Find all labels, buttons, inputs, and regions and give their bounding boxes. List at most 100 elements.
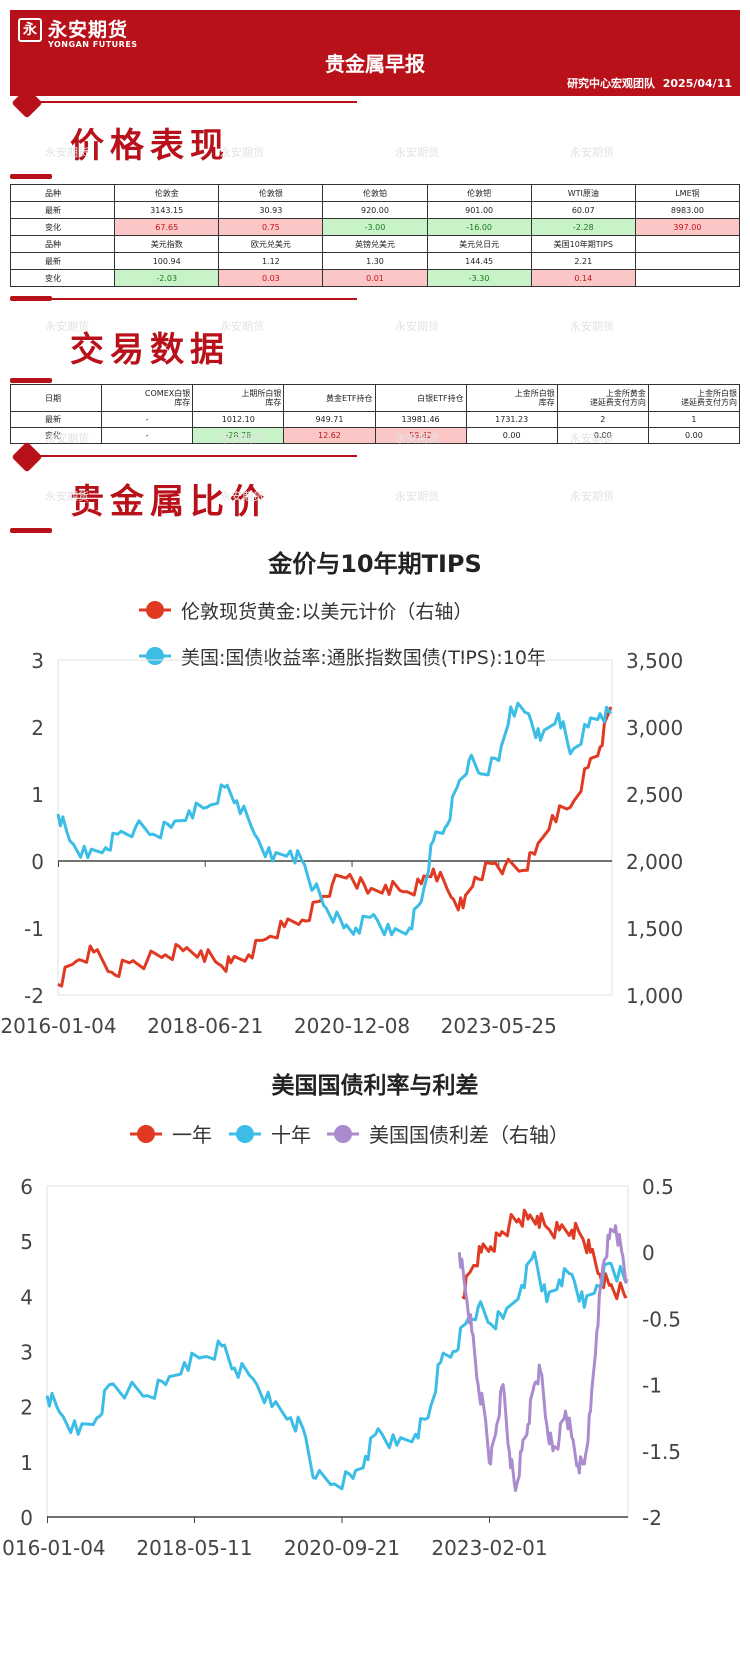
divider [30, 455, 357, 457]
legend-label: 美国国债利差（右轴） [369, 1123, 569, 1147]
table-cell: 0.01 [322, 269, 428, 287]
x-tick-label: 2016-01-04 [0, 1014, 116, 1038]
table-row: 变化 - -28.78 12.62 59.42 0.00 0.00 0.00 [9, 427, 741, 444]
x-tick-label: 2020-12-08 [294, 1014, 410, 1038]
series-line-1 [45, 1250, 628, 1491]
table-cell: 60.07 [530, 201, 636, 219]
y-right-tick-label: -1.5 [642, 1440, 681, 1464]
table-row: 最新 3143.15 30.93 920.00 901.00 60.07 8983.00 [9, 201, 741, 219]
table-cell: 美元指数 [114, 235, 220, 253]
y-left-tick-label: 3 [31, 649, 44, 673]
divider [52, 298, 357, 300]
y-left-tick-label: 1 [31, 783, 44, 807]
table-cell: LME铜 [634, 184, 741, 202]
y-left-tick-label: 4 [20, 1285, 33, 1309]
y-right-tick-label: -1 [642, 1374, 662, 1398]
table-cell: 8983.00 [634, 201, 741, 219]
table-cell: 100.94 [114, 252, 220, 270]
table-cell: 0.14 [530, 269, 636, 287]
table-cell: 1.12 [218, 252, 324, 270]
table-cell: 0.75 [218, 218, 324, 236]
table-cell: 上金所白银 库存 [465, 384, 558, 412]
legend-label: 一年 [172, 1123, 212, 1147]
header-banner: 永 永安期货 YONGAN FUTURES 贵金属早报 研究中心宏观团队 202… [10, 10, 740, 96]
table-row: 品种 伦敦金 伦敦银 伦敦铂 伦敦钯 WTI原油 LME铜 [9, 184, 741, 202]
table-row: 变化 67.65 0.75 -3.00 -16.00 -2.28 397.00 [9, 218, 741, 236]
table-cell: 12.62 [283, 427, 376, 444]
y-right-tick-label: 0.5 [642, 1175, 674, 1199]
section-underline [10, 174, 52, 179]
table-cell: 0.00 [465, 427, 558, 444]
row-label-cell: 日期 [9, 384, 103, 412]
divider [30, 101, 357, 103]
y-left-tick-label: 6 [20, 1175, 33, 1199]
table-cell: 59.42 [374, 427, 467, 444]
table-cell: 901.00 [426, 201, 532, 219]
table-cell: 67.65 [114, 218, 220, 236]
watermark-text: 永安期货 [570, 146, 614, 159]
table-cell: -2.03 [114, 269, 220, 287]
table-cell: -3.30 [426, 269, 532, 287]
table-cell: 2.21 [530, 252, 636, 270]
page-title: 贵金属早报 [325, 52, 425, 76]
table-row: 品种 美元指数 欧元兑美元 英镑兑美元 美元兑日元 美国10年期TIPS [9, 235, 741, 253]
row-label-cell: 品种 [9, 184, 116, 202]
table-cell: 13981.46 [374, 411, 467, 428]
series-line-0 [57, 706, 613, 988]
table-cell: COMEX白银 库存 [101, 384, 194, 412]
series-line-1 [56, 701, 613, 937]
y-right-tick-label: 0 [642, 1241, 655, 1265]
y-right-tick-label: -0.5 [642, 1307, 681, 1331]
y-right-tick-label: -2 [642, 1506, 662, 1530]
table-cell: 2 [556, 411, 649, 428]
table-row: 日期 COMEX白银 库存 上期所白银 库存 黄金ETF持仓 白银ETF持仓 上金所白银 … [9, 384, 741, 412]
legend-item: 美国:国债收益率:通胀指数国债(TIPS):10年 [139, 647, 546, 669]
table-cell: - [101, 427, 194, 444]
chart-gold-tips: 伦敦现货黄金:以美元计价（右轴） 美国:国债收益率:通胀指数国债(TIPS):10… [0, 601, 683, 1038]
table-row: 变化 -2.03 0.03 0.01 -3.30 0.14 [9, 269, 741, 287]
table-cell: 美国10年期TIPS [530, 235, 636, 253]
x-tick-label: 2018-05-11 [136, 1536, 252, 1560]
row-label-cell: 变化 [9, 269, 116, 287]
section-underline [10, 528, 52, 533]
chart2-title: 美国国债利率与利差 [271, 1073, 479, 1099]
trade-table: 日期 COMEX白银 库存 上期所白银 库存 黄金ETF持仓 白银ETF持仓 上金所白银 … [9, 384, 741, 444]
table-cell: 伦敦钯 [426, 184, 532, 202]
table-cell: 1012.10 [192, 411, 285, 428]
table-cell: 伦敦银 [218, 184, 324, 202]
y-right-tick-label: 2,500 [626, 783, 683, 807]
y-right-tick-label: 3,500 [626, 649, 683, 673]
report-byline: 研究中心宏观团队 2025/04/11 [567, 75, 732, 91]
y-left-tick-label: 2 [31, 716, 44, 740]
y-right-tick-label: 3,000 [626, 716, 683, 740]
table-cell: 1 [647, 411, 741, 428]
section-underline [10, 378, 52, 383]
x-tick-label: 2023-05-25 [441, 1014, 557, 1038]
y-left-tick-label: 3 [20, 1341, 33, 1365]
watermark-text: 永安期货 [395, 146, 439, 159]
table-cell: WTI原油 [530, 184, 636, 202]
legend-label: 十年 [271, 1123, 311, 1147]
table-cell: 144.45 [426, 252, 532, 270]
table-cell: 920.00 [322, 201, 428, 219]
table-cell: 1731.23 [465, 411, 558, 428]
watermark-text: 永安期货 [395, 320, 439, 333]
row-label-cell: 变化 [9, 218, 116, 236]
table-row: 最新 100.94 1.12 1.30 144.45 2.21 [9, 252, 741, 270]
chart-treasury-yields: 一年 十年 美国国债利差（右轴） 6 5 4 3 2 1 0 0.5 0 -0.5 -1 -1.5 -2 201… [0, 1123, 681, 1560]
section-title-price: 价格表现 [70, 126, 230, 166]
y-left-tick-label: 5 [20, 1230, 33, 1254]
table-cell: 黄金ETF持仓 [283, 384, 376, 412]
row-label-cell: 品种 [9, 235, 116, 253]
table-cell: 1.30 [322, 252, 428, 270]
table-cell: 0.00 [556, 427, 649, 444]
y-left-tick-label: -1 [24, 917, 44, 941]
report-date: 2025/04/11 [662, 77, 732, 90]
logo-text: 永安期货 [48, 19, 129, 41]
chart1-title: 金价与10年期TIPS [268, 550, 482, 578]
y-right-tick-label: 1,000 [626, 984, 683, 1008]
plot-frame [57, 659, 613, 996]
plot-frame [46, 1185, 629, 1518]
y-left-tick-label: 0 [31, 850, 44, 874]
table-row: 最新 -1012.10 949.71 13981.46 1731.23 2 1 [9, 411, 741, 428]
